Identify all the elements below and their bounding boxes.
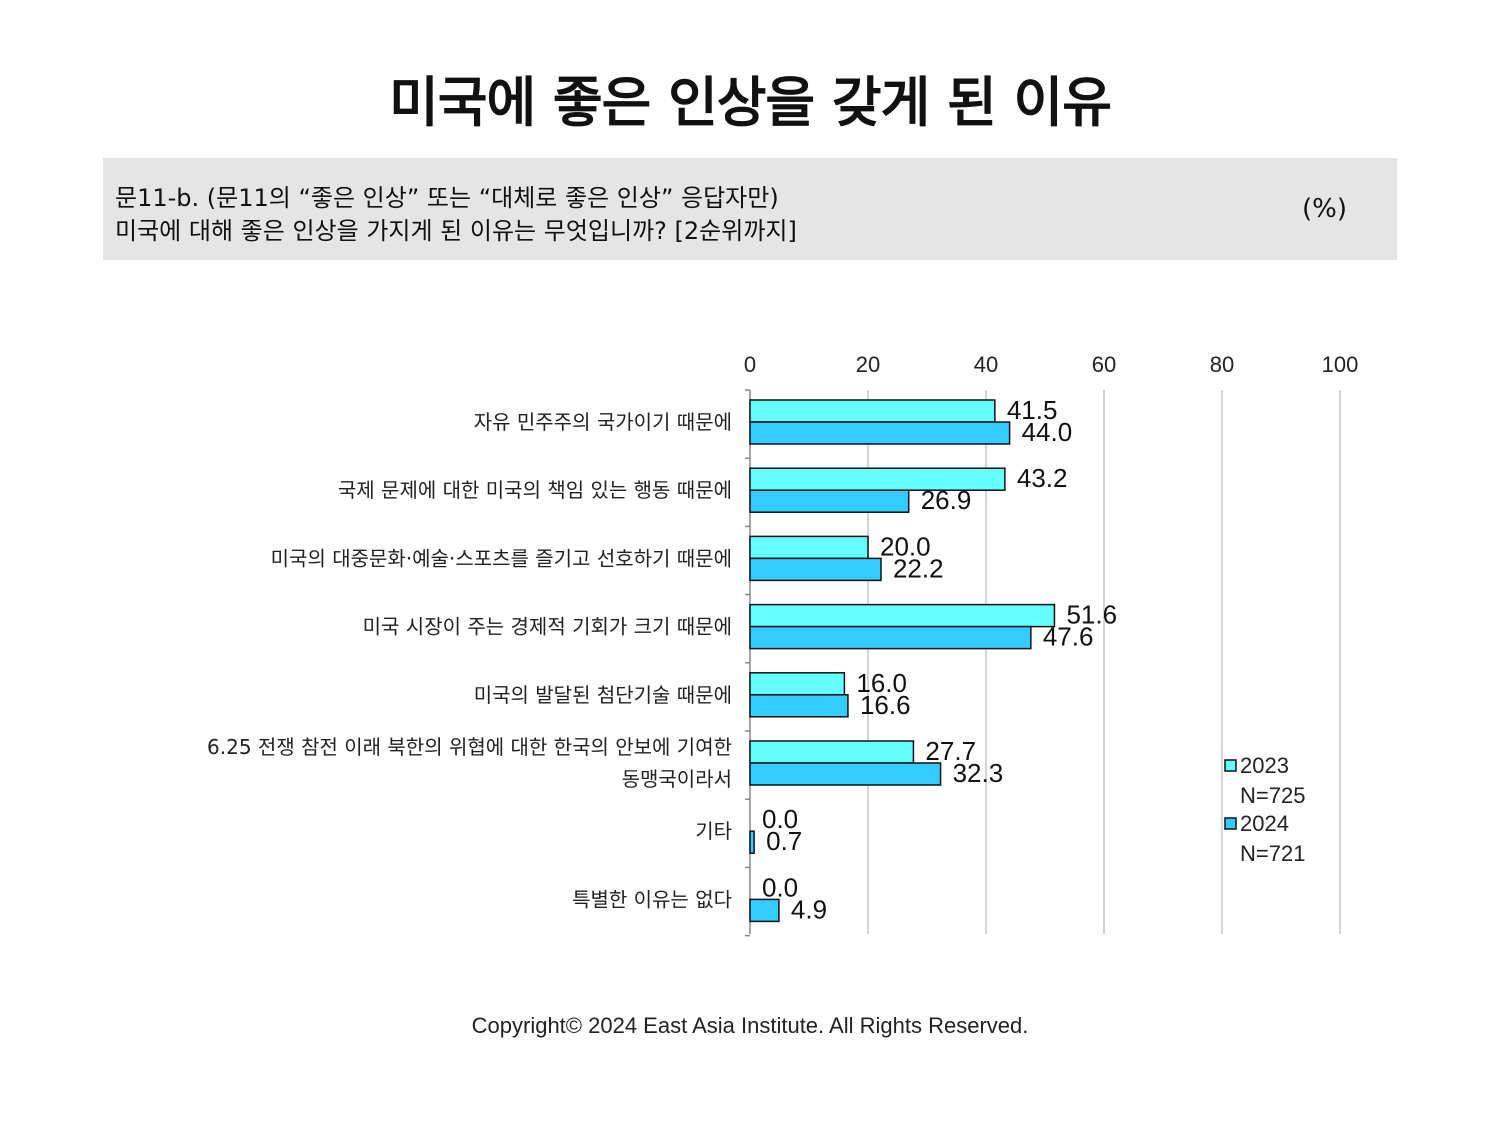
data-label-2023: 16.0 (856, 668, 907, 698)
data-label-2023: 43.2 (1017, 463, 1068, 493)
chart-title: 미국에 좋은 인상을 갖게 된 이유 (389, 71, 1112, 134)
category-label: 6.25 전쟁 참전 이래 북한의 위협에 대한 한국의 안보에 기여한 (207, 735, 732, 759)
legend-sample-2023: N=725 (1240, 783, 1305, 808)
data-label-2024: 47.6 (1043, 622, 1094, 652)
data-label-2024: 0.7 (766, 826, 802, 856)
bar-2023 (749, 603, 1056, 628)
data-label-2024: 4.9 (791, 894, 827, 924)
bar-2023 (749, 740, 915, 764)
data-label-2024: 22.2 (893, 553, 944, 583)
data-label-2023: 20.0 (880, 531, 931, 561)
data-label-2023: 0.0 (762, 872, 798, 902)
bar-2024 (749, 830, 755, 854)
x-tick-label: 60 (1092, 352, 1116, 377)
legend-sample-2024: N=721 (1240, 841, 1305, 866)
category-label: 동맹국이라서 (622, 767, 732, 791)
data-label-2023: 41.5 (1007, 395, 1058, 425)
x-tick-label: 20 (856, 352, 880, 377)
bar-2024 (749, 625, 1032, 650)
legend-swatch-2023 (1224, 759, 1237, 772)
bar-2023 (749, 399, 996, 423)
legend-swatch-2024 (1224, 817, 1237, 830)
data-label-2024: 16.6 (860, 690, 911, 720)
bar-2023 (749, 535, 869, 560)
x-tick-label: 80 (1210, 352, 1234, 377)
category-label: 특별한 이유는 없다 (572, 887, 732, 911)
x-tick-label: 40 (974, 352, 998, 377)
category-label: 자유 민주주의 국가이기 때문에 (474, 410, 732, 434)
data-label-2024: 44.0 (1022, 417, 1073, 447)
legend-label-2023: 2023 (1240, 753, 1289, 778)
unit-label: (%) (1302, 194, 1347, 224)
category-label: 기타 (695, 819, 732, 843)
x-tick-label: 100 (1322, 352, 1359, 377)
bar-2024 (749, 898, 780, 923)
bar-2024 (749, 762, 942, 786)
bar-2024 (749, 421, 1011, 445)
category-label: 국제 문제에 대한 미국의 책임 있는 행동 때문에 (338, 478, 732, 502)
legend-label-2024: 2024 (1240, 811, 1289, 836)
question-line-1: 문11-b. (문11의 “좋은 인상” 또는 “대체로 좋은 인상” 응답자만… (115, 184, 779, 212)
copyright-text: Copyright© 2024 East Asia Institute. All… (471, 1013, 1029, 1038)
category-label: 미국의 대중문화·예술·스포츠를 즐기고 선호하기 때문에 (271, 546, 732, 570)
data-label-2024: 32.3 (953, 758, 1004, 788)
bar-2024 (749, 489, 910, 513)
bar-2023 (749, 672, 846, 696)
data-label-2023: 0.0 (762, 804, 798, 834)
data-label-2023: 27.7 (925, 736, 976, 766)
category-label: 미국 시장이 주는 경제적 기회가 크기 때문에 (363, 615, 732, 639)
data-label-2024: 26.9 (921, 485, 972, 515)
question-line-2: 미국에 대해 좋은 인상을 가지게 된 이유는 무엇입니까? [2순위까지] (115, 217, 797, 245)
bar-2024 (749, 557, 882, 582)
bar-2024 (749, 694, 849, 718)
data-label-2023: 51.6 (1066, 600, 1117, 630)
x-tick-label: 0 (744, 352, 756, 377)
category-label: 미국의 발달된 첨단기술 때문에 (474, 683, 732, 707)
question-box: 문11-b. (문11의 “좋은 인상” 또는 “대체로 좋은 인상” 응답자만… (103, 158, 1397, 260)
